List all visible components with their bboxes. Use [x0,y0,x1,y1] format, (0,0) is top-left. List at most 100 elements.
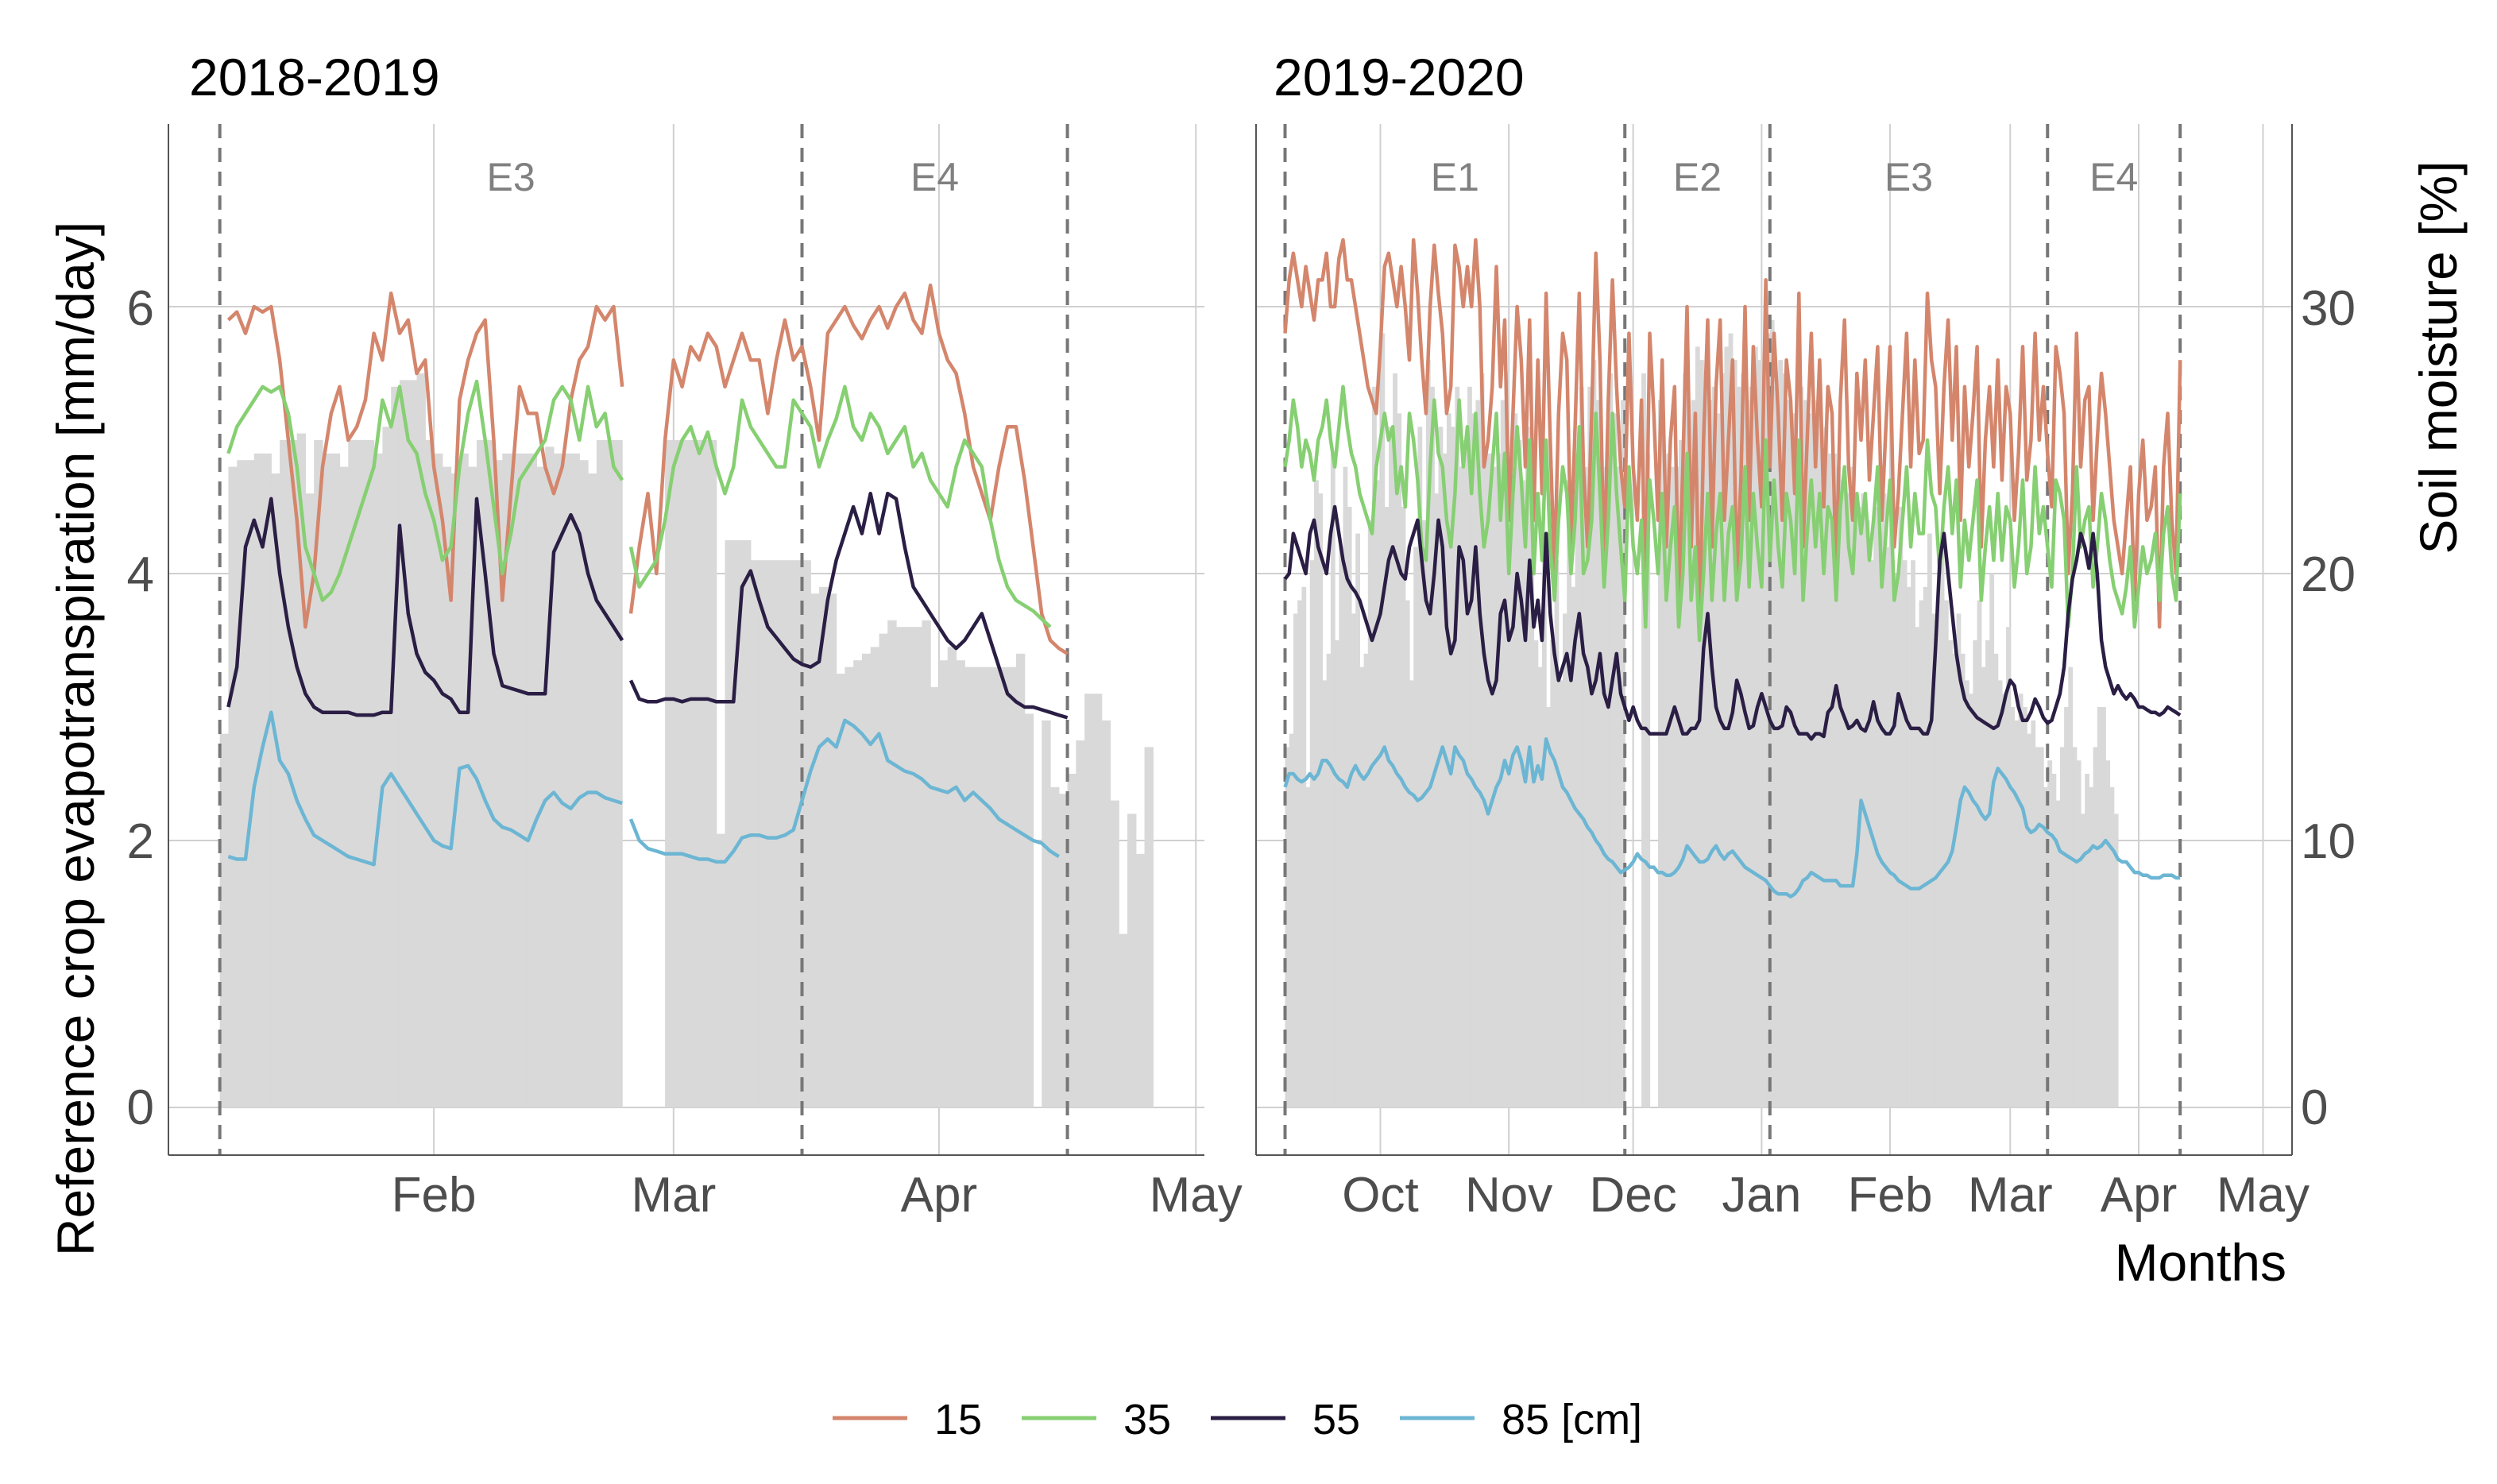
et0-bar [1911,560,1915,1107]
et0-bar [699,440,709,1107]
y-right-tick: 20 [2301,547,2356,602]
et0-bar [1935,600,1941,1107]
et0-bar [1952,653,1958,1107]
et0-bar [553,453,563,1107]
et0-bar [2051,774,2057,1107]
et0-bar [1425,360,1431,1107]
et0-bar [262,453,272,1107]
et0-bar [742,540,752,1107]
et0-bar [1906,586,1911,1107]
soil-moisture-lines [226,283,1069,867]
et0-bar [1309,560,1315,1107]
et0-bar [228,466,238,1107]
et0-bar [964,667,974,1107]
et0-bar [673,440,683,1107]
et0-bar [887,620,897,1107]
et0-bar [1969,694,1973,1107]
et0-bar [588,473,597,1107]
et0-bar [1861,493,1866,1107]
et0-bars [219,373,1154,1107]
et0-bar [314,440,323,1107]
et0-bar [280,440,289,1107]
et0-bar [1902,560,1908,1107]
et0-bar [1795,440,1799,1107]
et0-bar [802,560,811,1107]
et0-bar [1621,400,1625,1108]
soil-moisture-lines [1283,238,2182,899]
et0-bar [1430,386,1435,1107]
et0-bar [1015,653,1026,1107]
et0-bar [1050,786,1060,1107]
et0-bar [2027,733,2031,1107]
et0-bar [511,453,520,1107]
et0-bar [1645,453,1651,1107]
et0-bar [1683,373,1688,1107]
et0-bar [425,440,435,1107]
legend: 15 35 55 85 [cm] [833,1396,1642,1443]
y-right-tick: 10 [2301,814,2356,869]
series-line-55 [1283,504,2182,741]
et0-bar [1782,373,1788,1107]
et0-bar [1305,786,1311,1107]
et0-bar [990,667,999,1107]
et0-bar [1554,560,1560,1107]
legend-label-15: 15 [934,1396,982,1443]
series-line-35 [226,379,624,602]
et0-bar [1997,680,2003,1107]
y-axis-right: 0 10 20 30 [2301,281,2356,1135]
et0-bar [1517,440,1522,1107]
et0-bar [1101,720,1111,1107]
y-left-tick: 2 [127,814,154,869]
et0-bar [793,560,803,1107]
et0-bar [1442,453,1448,1107]
et0-bar [271,473,280,1107]
x-tick-label: Oct [1342,1168,1418,1223]
et0-bar [1144,747,1154,1107]
et0-bar [1119,933,1128,1107]
et0-bar [1769,319,1775,1107]
et0-bar [1455,386,1460,1107]
et0-bar [1347,507,1352,1107]
et0-bar [913,627,922,1107]
et0-bar [1541,547,1547,1107]
et0-bar [1533,640,1539,1107]
et0-bar [1467,386,1472,1107]
et0-bar [981,667,991,1107]
et0-bar [707,440,717,1107]
et0-bar [1749,386,1754,1107]
x-tick-label: Feb [1848,1168,1933,1223]
et0-bar [1529,466,1535,1107]
legend-label-85: 85 [cm] [1502,1396,1642,1443]
et0-bar [1707,400,1713,1108]
et0-bar [2068,667,2074,1107]
et0-bar [1110,800,1119,1107]
et0-bar [502,453,512,1107]
y-right-axis-label: Soil moisture [%] [2409,160,2468,554]
et0-bar [2101,707,2106,1107]
et0-bar [416,373,426,1107]
et0-bar [1421,520,1427,1107]
et0-bar [1367,520,1373,1107]
et0-bar [2097,707,2102,1107]
et0-bar [596,440,606,1107]
et0-bar [973,667,983,1107]
et0-bar [545,446,555,1107]
et0-bar [1827,453,1833,1107]
et0-bar [2072,747,2078,1107]
et0-bar [493,460,503,1107]
et0-bar [896,627,906,1107]
et0-bar [682,440,691,1107]
et0-bar [408,380,418,1107]
et0-bar [365,440,375,1107]
et0-bar [690,440,700,1107]
et0-bar [1471,413,1477,1107]
et0-bar [810,593,820,1107]
et0-bar [1927,533,1932,1107]
et0-bar [605,440,614,1107]
series-line-35 [628,385,1052,628]
et0-bar [1042,720,1051,1107]
et0-bar [1840,480,1846,1107]
et0-bar [382,427,392,1107]
x-tick-label: May [1150,1168,1243,1223]
et0-bar [1521,480,1526,1107]
